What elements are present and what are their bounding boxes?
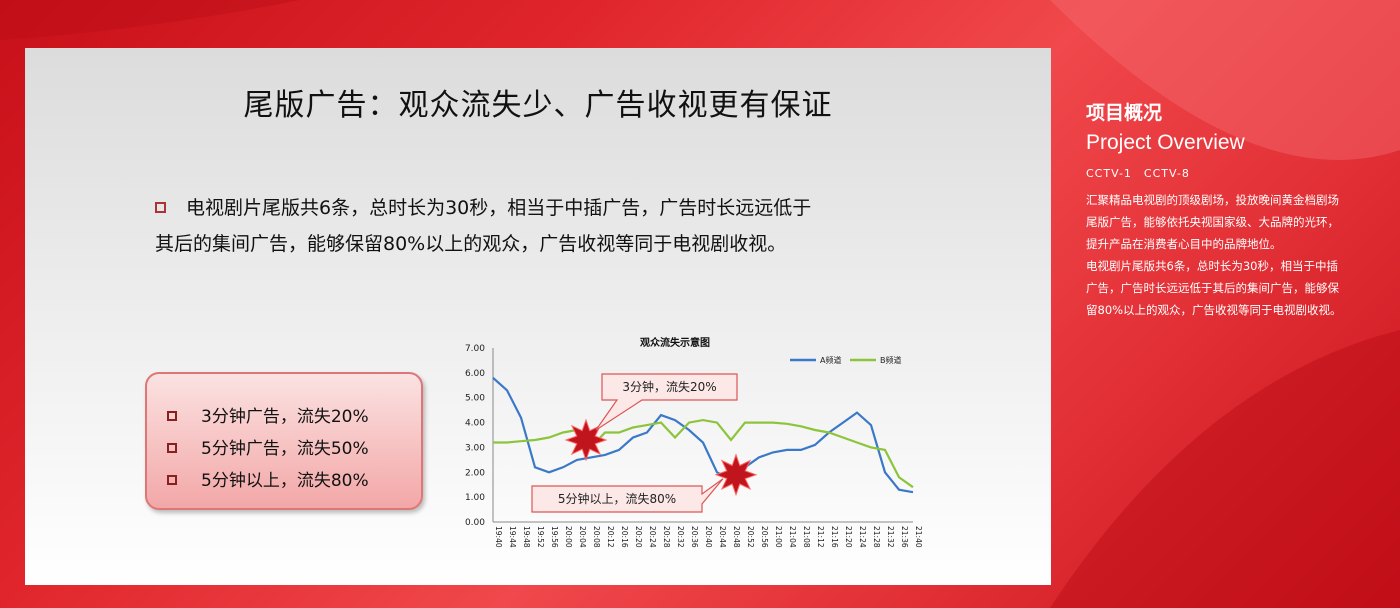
x-tick-label: 20:48 — [732, 526, 741, 548]
x-tick-label: 21:00 — [774, 526, 783, 548]
chart-title: 观众流失示意图 — [640, 336, 710, 349]
x-tick-label: 21:40 — [914, 526, 923, 548]
main-bullet: 电视剧片尾版共6条，总时长为30秒，相当于中插广告，广告时长远远低于 其后的集间… — [155, 190, 935, 262]
callout-text: 5分钟以上，流失80% — [558, 491, 676, 506]
x-tick-label: 21:20 — [844, 526, 853, 548]
x-tick-label: 21:32 — [886, 526, 895, 548]
x-tick-label: 20:16 — [620, 526, 629, 548]
x-tick-label: 21:12 — [816, 526, 825, 548]
x-tick-label: 20:52 — [746, 526, 755, 548]
x-tick-label: 20:44 — [718, 526, 727, 548]
x-tick-label: 20:40 — [704, 526, 713, 548]
y-tick-label: 4.00 — [465, 419, 485, 429]
sidebar-channels: CCTV-1 CCTV-8 — [1086, 167, 1190, 180]
bullet-text-line2: 其后的集间广告，能够保留80%以上的观众，广告收视等同于电视剧收视。 — [155, 233, 787, 255]
y-tick-label: 7.00 — [465, 344, 485, 354]
y-tick-label: 3.00 — [465, 443, 485, 453]
x-tick-label: 19:56 — [550, 526, 559, 548]
loss-burst-icon — [714, 453, 758, 497]
x-tick-label: 20:32 — [676, 526, 685, 548]
x-tick-label: 21:16 — [830, 526, 839, 548]
y-tick-label: 0.00 — [465, 518, 485, 528]
x-tick-label: 20:56 — [760, 526, 769, 548]
x-tick-label: 19:44 — [508, 526, 517, 548]
callout-bubble — [595, 373, 738, 431]
x-tick-label: 19:48 — [522, 526, 531, 548]
loss-item: 3分钟广告，流失20% — [167, 402, 369, 427]
x-tick-label: 19:52 — [536, 526, 545, 548]
legend-label: B频道 — [880, 355, 902, 365]
x-tick-label: 21:08 — [802, 526, 811, 548]
sidebar-paragraph-1: 汇聚精品电视剧的顶级剧场，投放晚间黄金档剧场尾版广告，能够依托央视国家级、大品牌… — [1086, 193, 1339, 251]
y-tick-label: 1.00 — [465, 493, 485, 503]
y-tick-label: 6.00 — [465, 369, 485, 379]
chart-svg: 观众流失示意图 0.00 1.00 2.00 3.00 4.00 5.00 6.00 7.00 1… — [465, 336, 923, 548]
x-tick-label: 20:24 — [648, 526, 657, 548]
bullet-square-icon — [167, 443, 177, 453]
x-tick-label: 21:36 — [900, 526, 909, 548]
sidebar-title: 项目概况 — [1086, 102, 1163, 124]
bullet-square-icon — [167, 411, 177, 421]
x-tick-label: 21:28 — [872, 526, 881, 548]
sidebar-subtitle: Project Overview — [1086, 131, 1245, 154]
callout-text: 3分钟，流失20% — [622, 379, 716, 394]
loss-item: 5分钟以上，流失80% — [167, 466, 369, 491]
loss-item: 5分钟广告，流失50% — [167, 434, 369, 459]
bullet-text-line1: 电视剧片尾版共6条，总时长为30秒，相当于中插广告，广告时长远远低于 — [186, 197, 812, 219]
series-line-a — [492, 376, 914, 494]
x-tick-label: 20:04 — [578, 526, 587, 548]
series-line-b — [493, 418, 914, 489]
x-tick-label: 21:24 — [858, 526, 867, 548]
bullet-square-icon — [167, 475, 177, 485]
x-tick-label: 21:04 — [788, 526, 797, 548]
bullet-square-icon — [155, 202, 166, 213]
x-tick-label: 20:08 — [592, 526, 601, 548]
y-tick-label: 5.00 — [465, 394, 485, 404]
callout-bubble — [531, 478, 724, 513]
loss-summary-box: 3分钟广告，流失20% 5分钟广告，流失50% 5分钟以上，流失80% — [145, 372, 423, 510]
x-tick-label: 20:20 — [634, 526, 643, 548]
x-tick-label: 19:40 — [494, 526, 503, 548]
sidebar: 项目概况 Project Overview CCTV-1 CCTV-8 汇聚精品… — [1086, 98, 1346, 321]
audience-loss-chart: 观众流失示意图 0.00 1.00 2.00 3.00 4.00 5.00 6.00 7.00 1… — [425, 328, 925, 568]
y-tick-label: 2.00 — [465, 468, 485, 478]
x-tick-label: 20:00 — [564, 526, 573, 548]
x-tick-label: 20:36 — [690, 526, 699, 548]
sidebar-paragraph-2: 电视剧片尾版共6条，总时长为30秒，相当于中插广告，广告时长远远低于其后的集间广… — [1086, 259, 1342, 317]
x-tick-label: 20:28 — [662, 526, 671, 548]
legend-label: A频道 — [820, 355, 841, 365]
slide-title: 尾版广告：观众流失少、广告收视更有保证 — [243, 88, 833, 123]
slide-panel: 尾版广告：观众流失少、广告收视更有保证 电视剧片尾版共6条，总时长为30秒，相当… — [25, 48, 1051, 585]
x-tick-label: 20:12 — [606, 526, 615, 548]
